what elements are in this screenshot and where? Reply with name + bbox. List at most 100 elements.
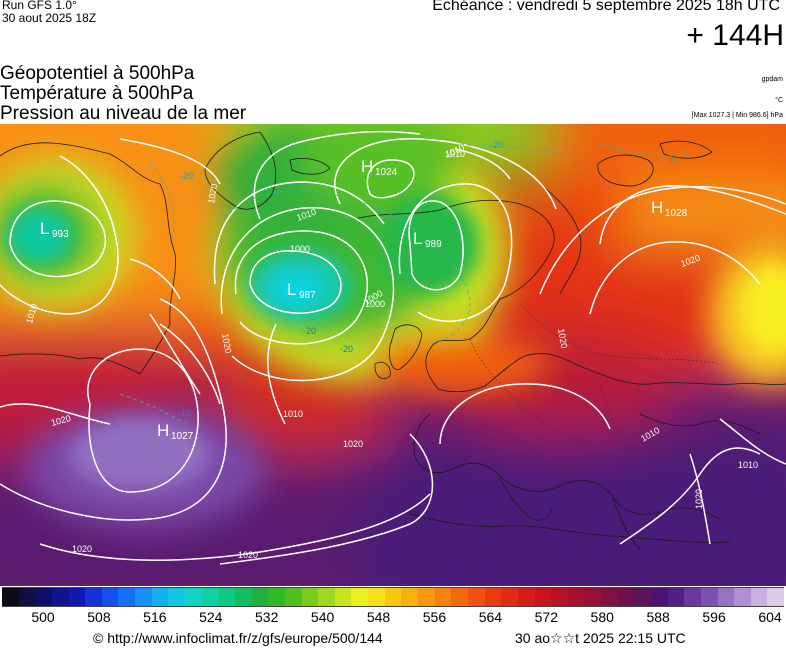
colorbar-tick-label: 564 <box>478 609 503 625</box>
colorbar-tick-label: 604 <box>758 609 782 625</box>
colorbar-tick-label: 572 <box>534 609 558 625</box>
colorbar-swatch <box>168 588 186 606</box>
colorbar-swatch <box>101 588 119 606</box>
unit-geopotential: gpdam <box>761 76 783 83</box>
colorbar-swatch <box>434 588 452 606</box>
colorbar-swatch <box>517 588 535 606</box>
colorbar-swatch <box>334 588 352 606</box>
center-value: 989 <box>425 239 442 250</box>
colorbar-swatch <box>201 588 219 606</box>
pressure-center-high-1027: H 1027 <box>157 421 194 442</box>
isotherm-label: -20 <box>665 154 678 164</box>
colorbar-swatch <box>135 588 152 606</box>
colorbar-tick-label: 556 <box>422 609 447 625</box>
colorbar-swatch <box>401 588 419 606</box>
pressure-centers: L 993 L 987 L 989 H 1024 H 1028 H 1027 <box>40 157 688 442</box>
colorbar-swatch <box>467 588 485 606</box>
colorbar-swatch <box>684 588 701 606</box>
isobar-label: 1020 <box>72 544 92 554</box>
colorbar <box>2 587 785 607</box>
colorbar-tick-label: 532 <box>255 609 279 625</box>
colorbar-swatch <box>567 588 585 606</box>
colorbar-swatch <box>234 588 252 606</box>
center-value: 1028 <box>665 208 688 219</box>
center-type: H <box>651 198 663 217</box>
colorbar-swatch <box>750 588 768 606</box>
colorbar-swatch <box>68 588 86 606</box>
pressure-center-low-989: L 989 <box>413 229 442 250</box>
colorbar-swatch <box>717 588 735 606</box>
isobar-label: 1010 <box>445 149 465 159</box>
isobar-label: 1020 <box>343 439 363 449</box>
colorbar-swatch <box>601 588 618 606</box>
forecast-valid-time: Echéance : vendredi 5 septembre 2025 18h… <box>432 0 780 14</box>
generated-time: 30 ao☆☆t 2025 22:15 UTC <box>515 630 686 646</box>
isobar-label: 1020 <box>238 550 258 560</box>
center-type: L <box>40 219 49 238</box>
colorbar-swatch <box>51 588 69 606</box>
colorbar-swatch <box>767 588 785 606</box>
isobar-label: 1010 <box>283 409 303 419</box>
colorbar-tick-label: 540 <box>310 609 335 625</box>
borders <box>469 303 721 465</box>
colorbar-swatch <box>218 588 235 606</box>
isotherms <box>119 143 691 425</box>
colorbar-tick-label: 500 <box>31 609 55 625</box>
isotherm-labels: -20 -20 -20 -20 -20 -10 <box>178 140 678 418</box>
isobar-label: 1020 <box>220 333 233 354</box>
colorbar-tick-label: 508 <box>87 609 111 625</box>
center-value: 1027 <box>171 431 194 442</box>
pressure-range: [Max 1027.3 | Min 986.6] hPa <box>691 112 783 119</box>
run-label: Run GFS 1.0° <box>2 0 77 12</box>
colorbar-swatch <box>284 588 302 606</box>
colorbar-swatch <box>584 588 602 606</box>
colorbar-tick-label: 580 <box>590 609 614 625</box>
center-type: L <box>287 280 296 299</box>
center-type: H <box>361 157 373 176</box>
colorbar-swatch <box>650 588 668 606</box>
colorbar-swatch <box>451 588 468 606</box>
isobar-label: 1000 <box>290 244 310 254</box>
center-type: H <box>157 421 169 440</box>
center-value: 1024 <box>375 167 398 178</box>
center-type: L <box>413 229 422 248</box>
center-value: 987 <box>299 290 316 301</box>
isobar-label: 1000 <box>365 299 385 309</box>
colorbar-tick-label: 548 <box>366 609 391 625</box>
colorbar-tick-label: 588 <box>646 609 670 625</box>
colorbar-swatch <box>318 588 335 606</box>
colorbar-swatch <box>251 588 269 606</box>
colorbar-swatch <box>501 588 518 606</box>
colorbar-swatch <box>384 588 402 606</box>
colorbar-swatch <box>700 588 718 606</box>
center-value: 993 <box>52 229 69 240</box>
isobar-label: 1020 <box>556 328 569 349</box>
colorbar-tick-label: 596 <box>702 609 726 625</box>
variable-pressure: Pression au niveau de la mer <box>0 103 247 124</box>
variable-geopotential: Géopotentiel à 500hPa <box>0 63 195 84</box>
weather-map: L 993 L 987 L 989 H 1024 H 1028 H 1027 <box>0 124 786 586</box>
pressure-center-high-1024: H 1024 <box>361 157 398 178</box>
colorbar-swatch <box>2 588 19 606</box>
colorbar-swatch <box>418 588 435 606</box>
map-svg: L 993 L 987 L 989 H 1024 H 1028 H 1027 <box>0 124 786 586</box>
colorbar-swatch <box>18 588 36 606</box>
colorbar-swatch <box>734 588 751 606</box>
colorbar-tick-label: 516 <box>143 609 167 625</box>
isobar-label: 1020 <box>694 489 704 509</box>
colorbar-swatch <box>634 588 651 606</box>
isobars <box>0 130 786 565</box>
colorbar-swatch <box>484 588 502 606</box>
colorbar-tick-label: 524 <box>199 609 223 625</box>
colorbar-swatch <box>368 588 385 606</box>
isotherm-label: -20 <box>490 140 503 150</box>
isotherm-label: -20 <box>303 326 316 336</box>
pressure-center-low-987: L 987 <box>287 280 316 301</box>
colorbar-swatch <box>351 588 369 606</box>
coastlines <box>0 131 786 550</box>
colorbar-swatch <box>35 588 52 606</box>
isotherm-label: -20 <box>180 171 193 181</box>
colorbar-swatch <box>85 588 102 606</box>
colorbar-swatch <box>268 588 285 606</box>
isobar-label: 1020 <box>206 183 219 204</box>
